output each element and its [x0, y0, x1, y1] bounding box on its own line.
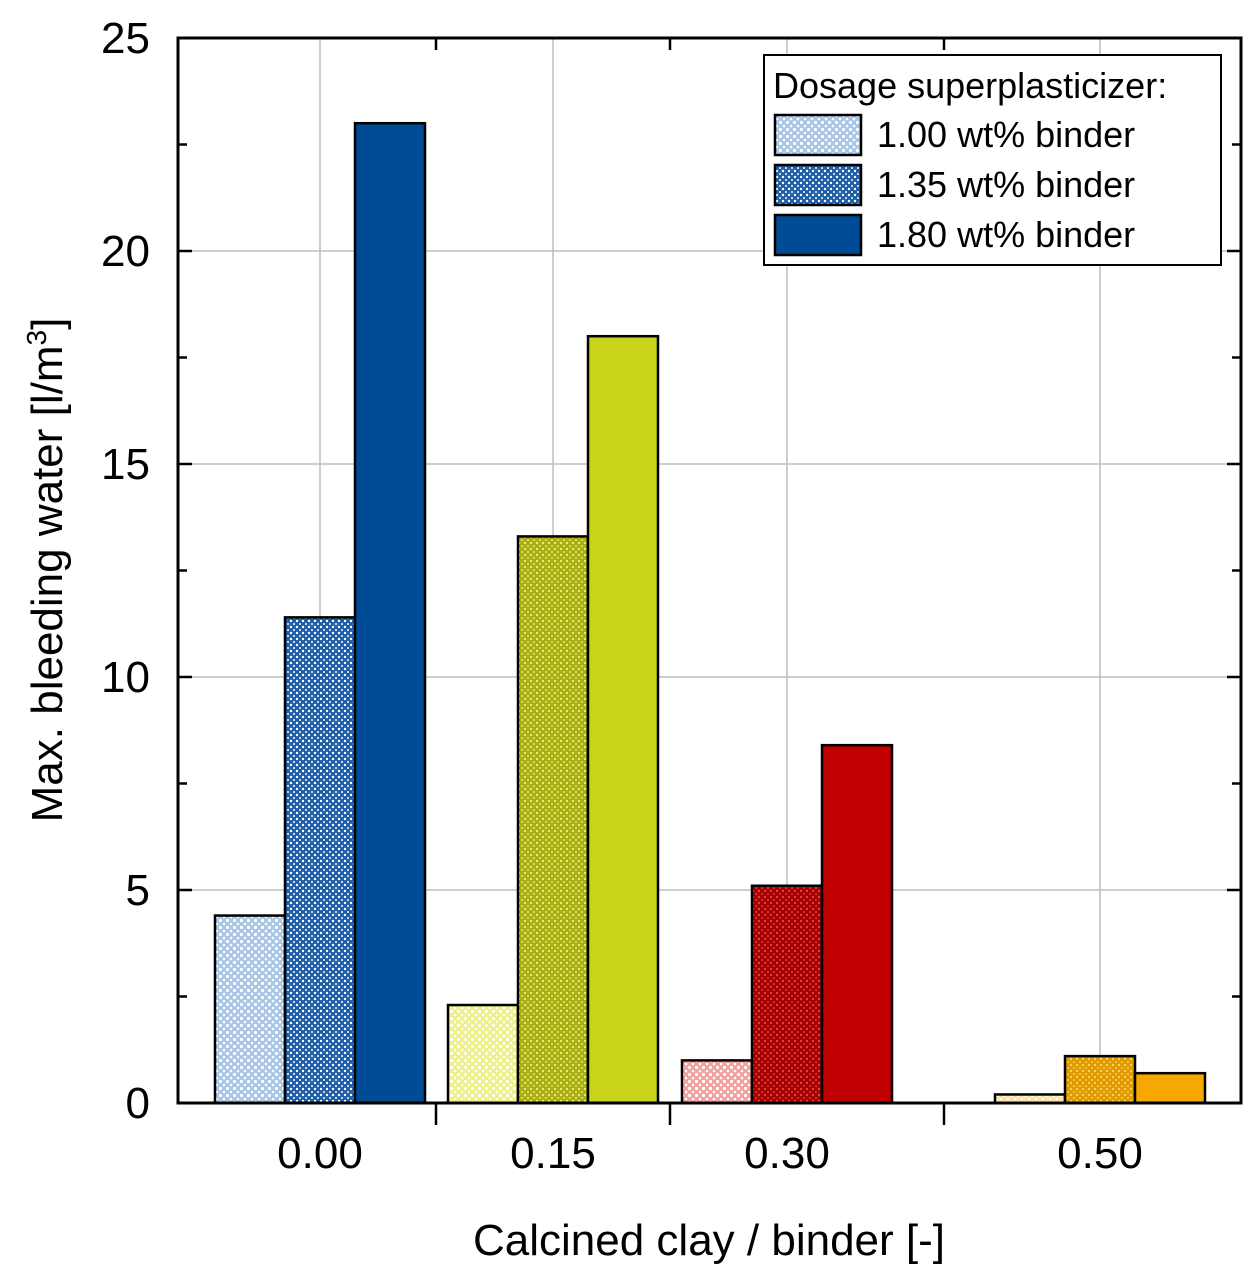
legend-title: Dosage superplasticizer:	[773, 65, 1167, 106]
legend-swatch-1	[773, 113, 863, 157]
x-axis-label: Calcined clay / binder [-]	[473, 1216, 945, 1265]
bar-0.50-series-2	[1063, 1054, 1137, 1105]
y-tick-label: 20	[101, 227, 150, 276]
bar-0.15-series-1	[446, 1003, 520, 1105]
y-tick-label: 15	[101, 440, 150, 489]
y-axis-label: Max. bleeding water [l/m3]	[21, 318, 72, 823]
x-tick-label: 0.50	[1057, 1129, 1143, 1178]
y-tick-label: 10	[101, 653, 150, 702]
bar-0.00-series-1	[213, 914, 287, 1105]
bar-0.30-series-1	[680, 1059, 754, 1105]
bars-layer	[213, 121, 1207, 1105]
y-axis-label-superscript: 3	[21, 330, 52, 346]
bar-0.30-series-2	[750, 884, 824, 1105]
x-axis: 0.00 0.15 0.30 0.50	[277, 38, 1143, 1178]
bar-0.00-series-2	[283, 616, 357, 1105]
bar-0.50-series-3	[1133, 1071, 1207, 1105]
legend: Dosage superplasticizer: 1.00 wt% binder…	[763, 54, 1222, 266]
legend-swatch-2	[773, 163, 863, 207]
y-tick-label: 5	[126, 866, 150, 915]
x-tick-label: 0.30	[744, 1129, 830, 1178]
x-tick-label: 0.00	[277, 1129, 363, 1178]
legend-swatch-3	[773, 213, 863, 257]
bar-0.15-series-2	[516, 535, 590, 1105]
y-axis: 0 5 10 15 20 25	[101, 14, 1241, 1128]
y-tick-label: 0	[126, 1079, 150, 1128]
bar-0.00-series-3	[353, 121, 427, 1105]
legend-label-2: 1.35 wt% binder	[877, 164, 1135, 205]
y-tick-label: 25	[101, 14, 150, 63]
legend-label-1: 1.00 wt% binder	[877, 114, 1135, 155]
legend-label-3: 1.80 wt% binder	[877, 214, 1135, 255]
y-axis-label-close: ]	[23, 318, 72, 330]
bar-0.15-series-3	[586, 334, 660, 1105]
x-tick-label: 0.15	[510, 1129, 596, 1178]
bar-0.30-series-3	[820, 743, 894, 1105]
y-axis-label-main: Max. bleeding water [l/m	[23, 345, 72, 822]
